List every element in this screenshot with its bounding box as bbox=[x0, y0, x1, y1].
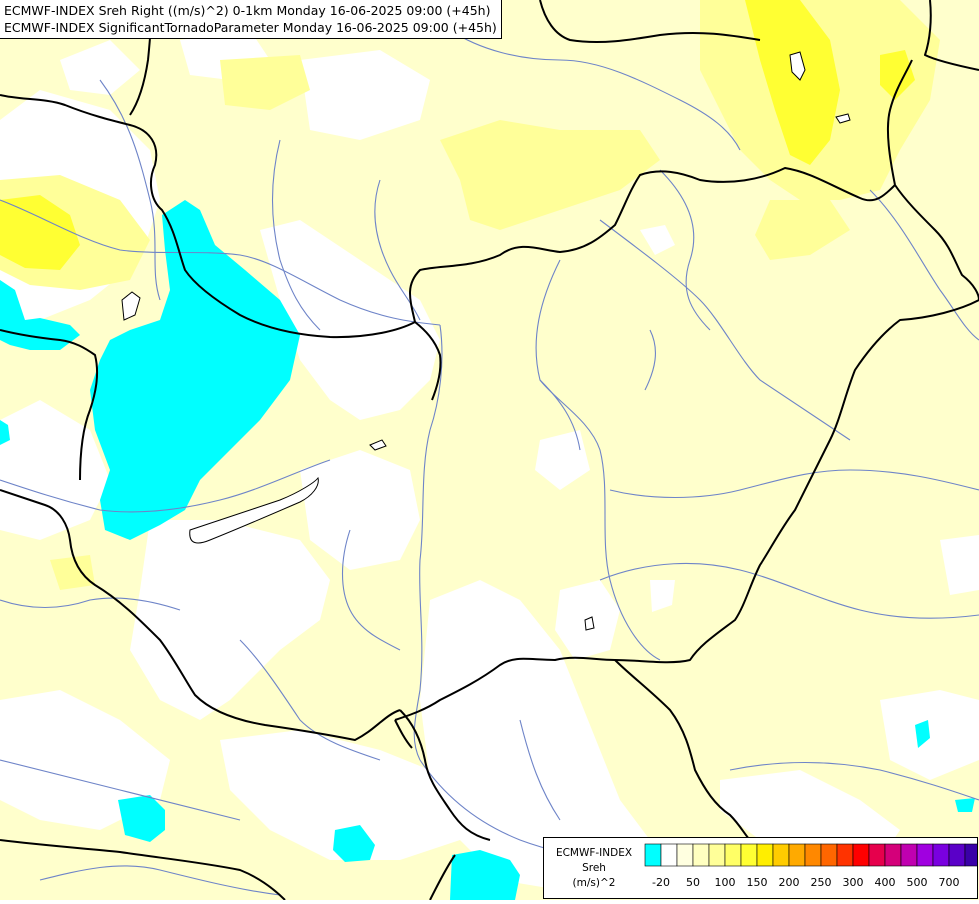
legend-unit: (m/s)^2 bbox=[572, 877, 616, 889]
legend-label: ECMWF-INDEX Sreh (m/s)^2 bbox=[546, 846, 642, 891]
legend-swatch bbox=[692, 843, 710, 867]
legend-swatch bbox=[772, 843, 790, 867]
legend-tick-label: 400 bbox=[875, 876, 896, 889]
legend-swatch bbox=[820, 843, 838, 867]
legend-swatch bbox=[916, 843, 934, 867]
title-line-2: ECMWF-INDEX SignificantTornadoParameter … bbox=[4, 20, 497, 35]
legend-variable: Sreh bbox=[582, 862, 606, 874]
legend-tick-label: -20 bbox=[652, 876, 670, 889]
legend-tick-label: 500 bbox=[907, 876, 928, 889]
legend-scale: -20 50 100 150 200 250 300 400 500 700 bbox=[644, 843, 977, 889]
legend-source: ECMWF-INDEX bbox=[555, 847, 633, 859]
legend-tick-label: 300 bbox=[843, 876, 864, 889]
legend-swatch bbox=[932, 843, 950, 867]
legend-tick-label: 50 bbox=[686, 876, 700, 889]
legend-swatch bbox=[660, 843, 678, 867]
legend-tick-label: 150 bbox=[747, 876, 768, 889]
legend-tick-label: 250 bbox=[811, 876, 832, 889]
legend-swatch bbox=[724, 843, 742, 867]
legend-swatch bbox=[868, 843, 886, 867]
legend-swatch bbox=[644, 843, 662, 867]
legend-swatch bbox=[948, 843, 966, 867]
color-legend: ECMWF-INDEX Sreh (m/s)^2 -20 50 100 150 200 2… bbox=[543, 837, 978, 899]
legend-swatch bbox=[852, 843, 870, 867]
legend-tick-label: 100 bbox=[715, 876, 736, 889]
cyan-regions bbox=[0, 200, 975, 900]
legend-tick-label: 700 bbox=[939, 876, 960, 889]
title-line-1: ECMWF-INDEX Sreh Right ((m/s)^2) 0-1km M… bbox=[4, 3, 491, 18]
lakes bbox=[121, 51, 851, 631]
legend-swatch bbox=[676, 843, 694, 867]
title-box: ECMWF-INDEX Sreh Right ((m/s)^2) 0-1km M… bbox=[0, 0, 502, 39]
rivers bbox=[0, 29, 979, 896]
legend-tick-label: 200 bbox=[779, 876, 800, 889]
yellow-strong-regions bbox=[0, 0, 915, 270]
legend-swatch bbox=[900, 843, 918, 867]
legend-swatch bbox=[756, 843, 774, 867]
legend-swatch bbox=[884, 843, 902, 867]
legend-swatch bbox=[740, 843, 758, 867]
legend-swatch bbox=[964, 843, 977, 867]
legend-swatch bbox=[836, 843, 854, 867]
legend-swatch bbox=[708, 843, 726, 867]
legend-swatch bbox=[804, 843, 822, 867]
legend-swatch bbox=[788, 843, 806, 867]
